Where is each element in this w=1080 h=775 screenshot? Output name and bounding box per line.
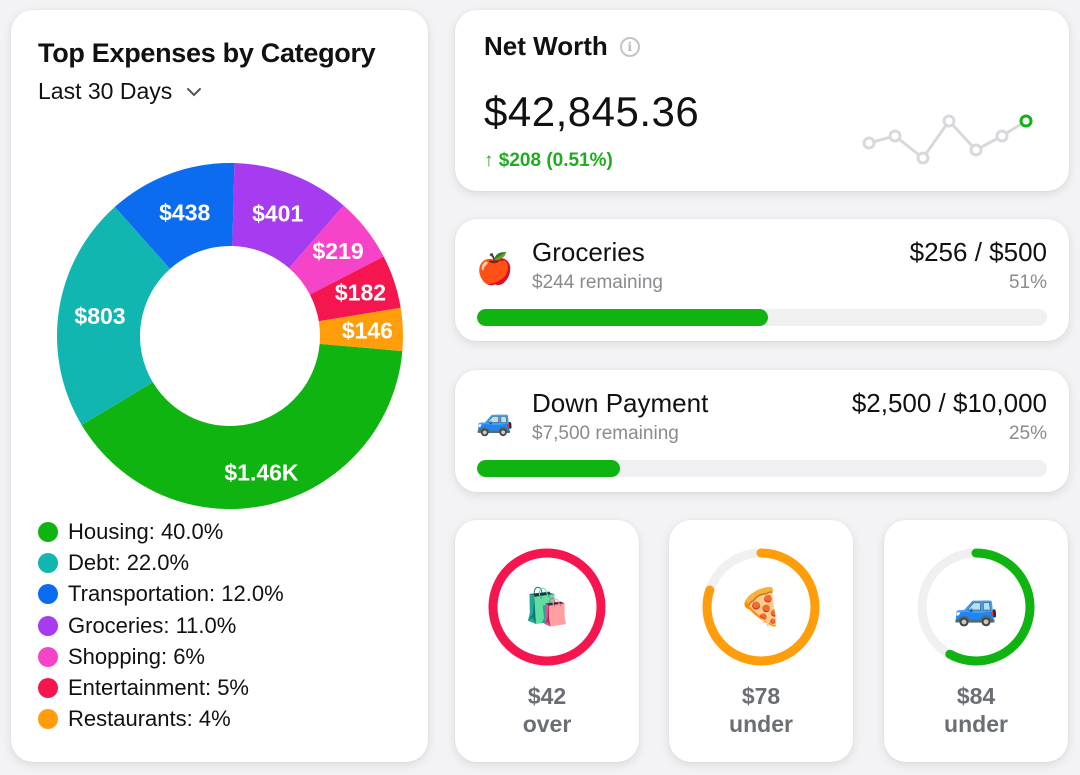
- budget-amount: $256 / $500: [909, 237, 1047, 267]
- donut-slice-entertainment: [309, 256, 401, 322]
- car-icon: 🚙: [476, 403, 514, 437]
- legend-dot: [38, 615, 58, 636]
- budget-progress-track: [477, 309, 1047, 326]
- budget-percent: 25%: [1008, 423, 1047, 444]
- budget-name: Down Payment: [532, 388, 709, 418]
- donut-chart: $1.46K $803 $438 $401 $219 $182 $146: [57, 163, 403, 509]
- car-icon: 🚙: [953, 586, 999, 627]
- expenses-title: Top Expenses by Category: [38, 38, 376, 68]
- legend-dot: [38, 709, 58, 730]
- budget-amount: $2,500 / $10,000: [851, 388, 1047, 418]
- donut-label: $219: [313, 238, 364, 264]
- ring-status: under: [944, 711, 1008, 737]
- apple-icon: 🍎: [476, 252, 514, 286]
- donut-slice-transportation: [114, 163, 235, 269]
- net-worth-header: Net Worth i: [484, 31, 640, 62]
- shopping-bags-icon: 🛍️: [524, 586, 570, 627]
- budget-progress-fill: [477, 309, 768, 326]
- net-worth-sparkline: [862, 114, 1033, 165]
- donut-label: $146: [342, 318, 393, 344]
- net-worth-value: $42,845.36: [484, 88, 700, 135]
- info-icon[interactable]: i: [619, 36, 640, 57]
- progress-ring: [917, 548, 1035, 666]
- budget-remaining: $7,500 remaining: [532, 423, 679, 444]
- donut-label: $438: [159, 200, 210, 226]
- budget-name: Groceries: [532, 237, 645, 267]
- legend-item: Groceries: 11.0%: [38, 610, 284, 641]
- legend-label: Housing: 40.0%: [68, 518, 224, 544]
- ring-card-shopping[interactable]: 🛍️ $42 over: [455, 520, 639, 762]
- legend-label: Restaurants: 4%: [68, 706, 231, 732]
- budget-percent: 51%: [1008, 272, 1047, 293]
- donut-slice-groceries: [232, 163, 344, 269]
- donut-label: $401: [252, 200, 303, 226]
- legend-item: Transportation: 12.0%: [38, 579, 284, 610]
- budget-card-groceries[interactable]: 🍎 Groceries $244 remaining $256 / $500 5…: [455, 219, 1069, 341]
- chevron-down-icon: [187, 87, 202, 96]
- legend-item: Restaurants: 4%: [38, 704, 284, 735]
- legend-dot: [38, 521, 58, 542]
- ring-status: under: [729, 711, 793, 737]
- legend-item: Housing: 40.0%: [38, 516, 284, 547]
- budget-card-down-payment[interactable]: 🚙 Down Payment $7,500 remaining $2,500 /…: [455, 370, 1069, 492]
- budget-progress-fill: [477, 460, 620, 477]
- donut-slice-housing: [81, 343, 403, 509]
- net-worth-card[interactable]: Net Worth i $42,845.36 ↑ $208 (0.51%): [455, 10, 1069, 191]
- legend-label: Transportation: 12.0%: [68, 581, 284, 607]
- legend-item: Shopping: 6%: [38, 641, 284, 672]
- donut-label: $803: [74, 303, 125, 329]
- progress-ring: [488, 548, 606, 666]
- ring-amount: $42: [527, 683, 567, 709]
- donut-slice-shopping: [289, 205, 384, 295]
- ring-card-transport[interactable]: 🚙 $84 under: [884, 520, 1068, 762]
- donut-slice-debt: [57, 206, 171, 425]
- budget-progress-track: [477, 460, 1047, 477]
- legend-dot: [38, 552, 58, 573]
- pizza-icon: 🍕: [738, 586, 784, 627]
- legend-dot: [38, 584, 58, 605]
- legend-label: Entertainment: 5%: [68, 675, 249, 701]
- legend-dot: [38, 678, 58, 699]
- donut-slice-restaurants: [318, 307, 403, 352]
- ring-amount: $78: [741, 683, 781, 709]
- ring-card-restaurants[interactable]: 🍕 $78 under: [669, 520, 853, 762]
- budget-remaining: $244 remaining: [532, 272, 663, 293]
- legend-label: Shopping: 6%: [68, 643, 205, 669]
- legend-label: Debt: 22.0%: [68, 549, 190, 575]
- chart-legend: Housing: 40.0% Debt: 22.0% Transportatio…: [38, 516, 284, 735]
- donut-label: $1.46K: [224, 459, 299, 485]
- ring-amount: $84: [956, 683, 996, 709]
- net-worth-change: ↑ $208 (0.51%): [484, 150, 613, 171]
- legend-dot: [38, 646, 58, 667]
- period-dropdown[interactable]: Last 30 Days: [38, 78, 202, 105]
- legend-item: Entertainment: 5%: [38, 672, 284, 703]
- expenses-card: Top Expenses by Category Last 30 Days $1…: [11, 10, 428, 762]
- donut-label: $182: [335, 280, 386, 306]
- progress-ring: [702, 548, 820, 666]
- net-worth-title: Net Worth: [484, 31, 608, 61]
- period-label: Last 30 Days: [38, 78, 173, 104]
- ring-status: over: [522, 711, 572, 737]
- legend-label: Groceries: 11.0%: [68, 612, 237, 638]
- legend-item: Debt: 22.0%: [38, 547, 284, 578]
